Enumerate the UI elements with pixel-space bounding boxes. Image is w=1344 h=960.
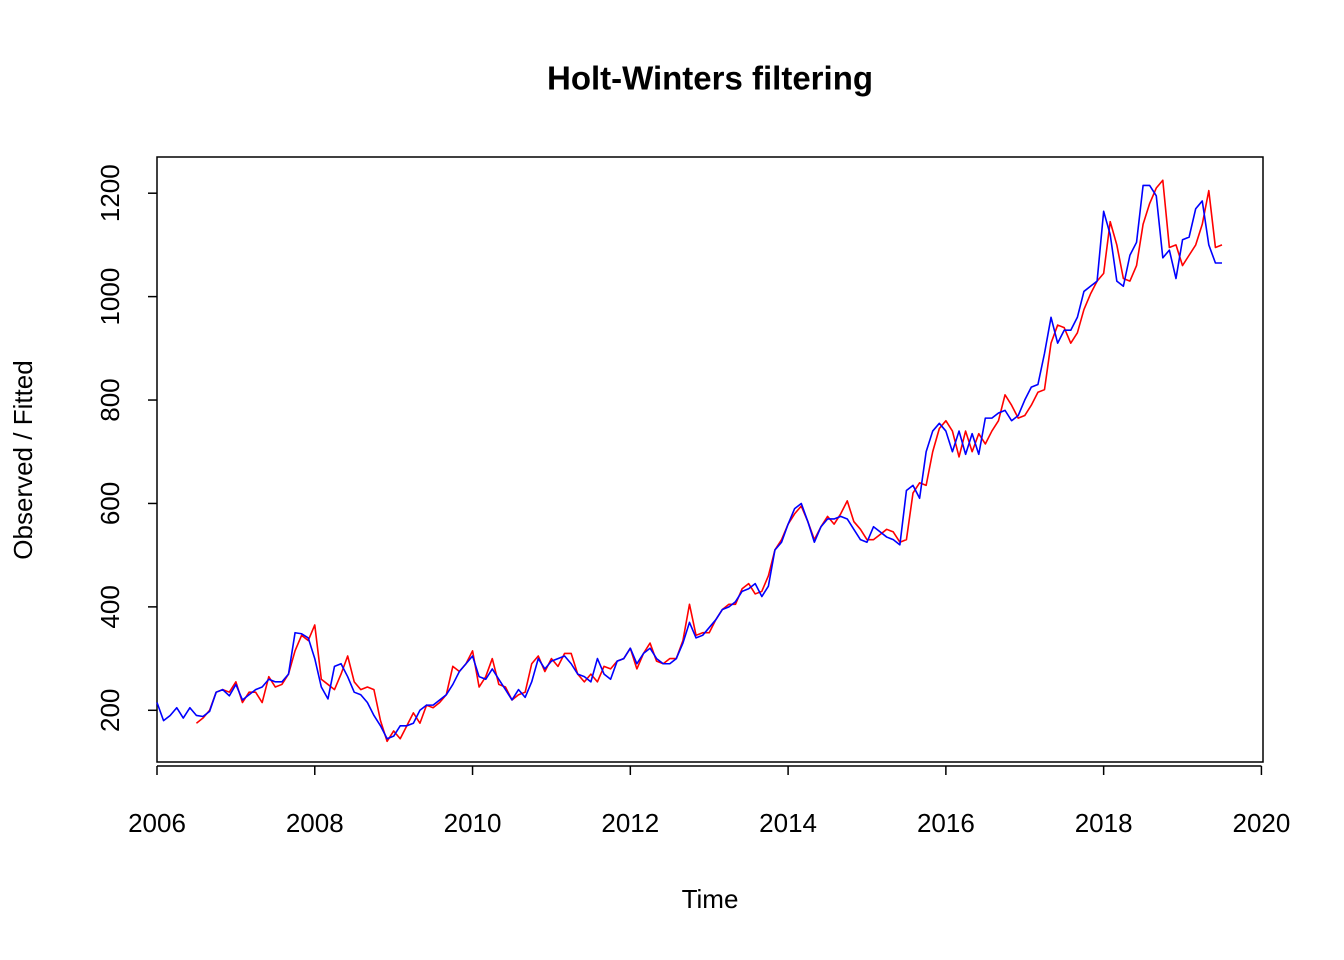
x-tick-label: 2018 xyxy=(1075,808,1133,838)
x-axis-label: Time xyxy=(682,884,739,914)
y-axis-label: Observed / Fitted xyxy=(8,360,38,559)
x-tick-label: 2020 xyxy=(1233,808,1291,838)
x-tick-label: 2012 xyxy=(601,808,659,838)
x-tick-label: 2008 xyxy=(286,808,344,838)
x-tick-label: 2010 xyxy=(444,808,502,838)
y-tick-label: 400 xyxy=(95,585,125,628)
chart-title: Holt-Winters filtering xyxy=(547,60,873,97)
y-tick-label: 600 xyxy=(95,482,125,525)
x-tick-label: 2006 xyxy=(128,808,186,838)
plot-frame xyxy=(156,156,1264,763)
y-tick-label: 1000 xyxy=(95,268,125,326)
y-tick-label: 1200 xyxy=(95,164,125,222)
y-tick-label: 800 xyxy=(95,378,125,421)
series-line xyxy=(156,184,1222,740)
x-tick-label: 2016 xyxy=(917,808,975,838)
y-tick-label: 200 xyxy=(95,689,125,732)
series-line xyxy=(195,179,1223,743)
x-tick-label: 2014 xyxy=(759,808,817,838)
